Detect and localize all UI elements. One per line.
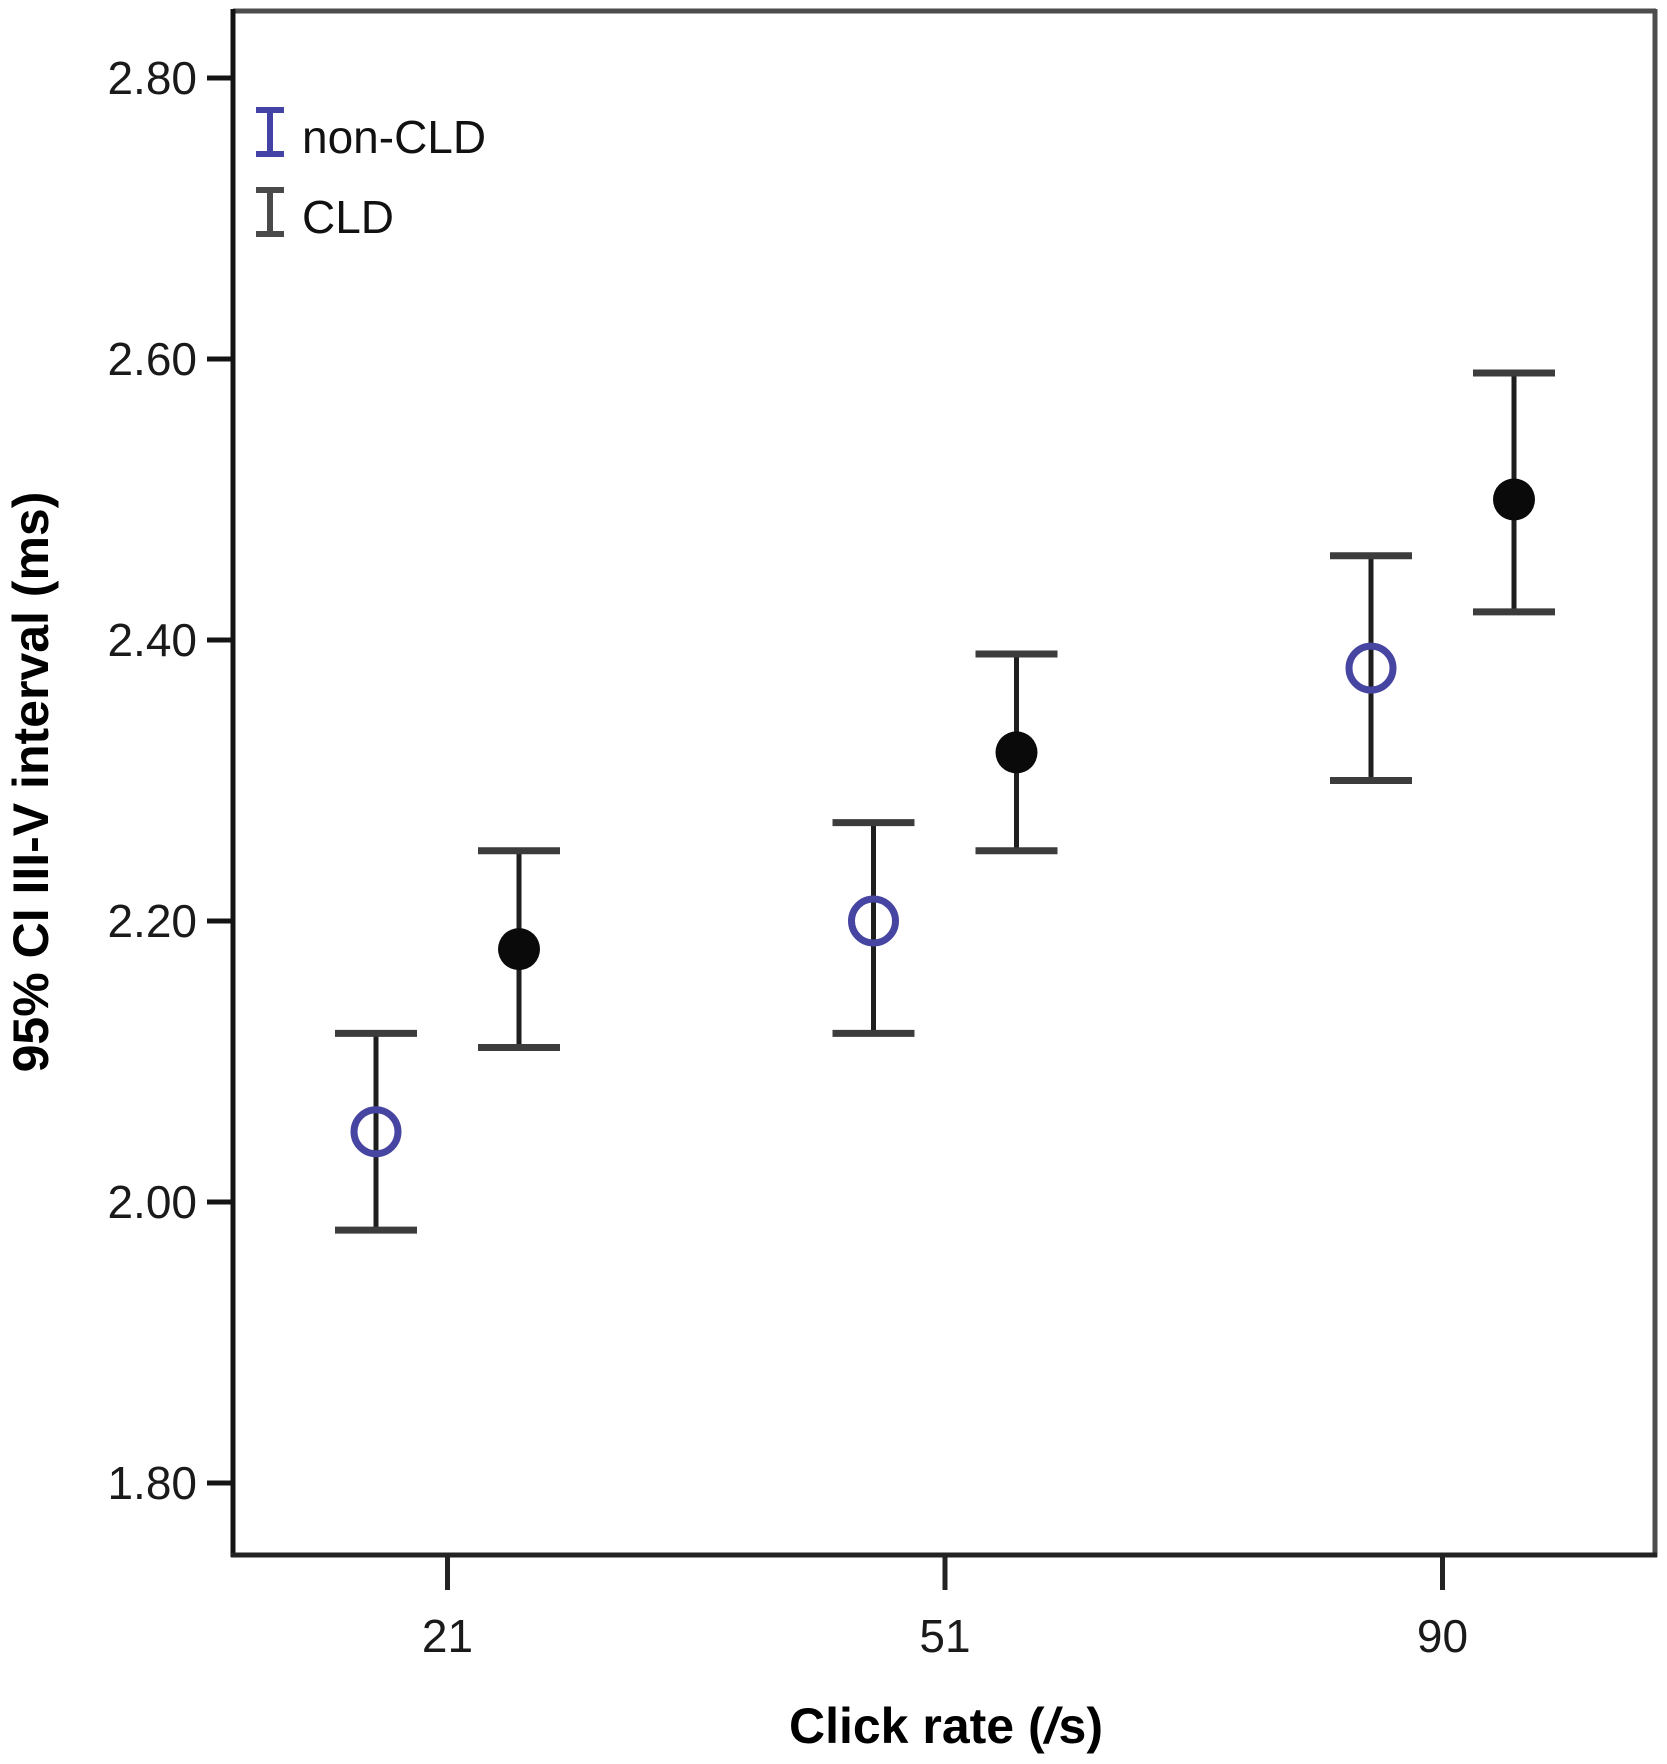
legend-label-non-cld: non-CLD <box>302 111 486 163</box>
mean-marker-open-circle <box>848 895 899 947</box>
x-tick-label: 90 <box>1417 1610 1468 1662</box>
y-tick-label: 2.60 <box>107 333 197 385</box>
x-tick-label: 21 <box>422 1610 473 1662</box>
x-axis-ticks: 21 51 90 <box>422 1555 1468 1662</box>
legend-symbol-cld-errorbar-icon <box>256 187 284 237</box>
y-axis-title: 95% CI III-V interval (ms) <box>3 492 59 1073</box>
x-axis-title: Click rate (/s) <box>789 1698 1103 1754</box>
legend-label-cld: CLD <box>302 191 394 243</box>
errorbar-non-CLD-90 <box>1330 552 1412 784</box>
y-tick-label: 2.80 <box>107 52 197 104</box>
mean-marker-filled-circle <box>995 731 1038 774</box>
y-tick-label: 2.00 <box>107 1176 197 1228</box>
plot-frame <box>230 8 1658 1558</box>
x-tick-label: 51 <box>919 1610 970 1662</box>
errorbar-non-CLD-21 <box>335 1029 417 1234</box>
y-tick-label: 2.40 <box>107 614 197 666</box>
x-axis-title-suffix: s) <box>1059 1698 1103 1754</box>
errorbar-CLD-90 <box>1473 369 1555 616</box>
errorbar-non-CLD-51 <box>832 819 915 1037</box>
mean-marker-filled-circle <box>1493 478 1535 521</box>
mean-marker-filled-circle <box>498 928 540 971</box>
y-axis-ticks: 2.80 2.60 2.40 2.20 2.00 1.80 <box>107 52 233 1509</box>
x-axis-title-prefix: Click rate ( <box>789 1698 1045 1754</box>
errorbar-CLD-21 <box>478 847 560 1051</box>
mean-marker-open-circle <box>1345 642 1397 694</box>
legend-symbol-non-cld-errorbar-icon <box>256 107 284 157</box>
y-tick-label: 2.20 <box>107 895 197 947</box>
y-tick-label: 1.80 <box>107 1457 197 1509</box>
mean-marker-open-circle <box>350 1106 402 1158</box>
series-layer <box>335 369 1555 1234</box>
legend: non-CLD CLD <box>256 107 486 243</box>
errorbar-CLD-51 <box>975 650 1058 855</box>
x-axis-title-slash: / <box>1043 1698 1064 1754</box>
